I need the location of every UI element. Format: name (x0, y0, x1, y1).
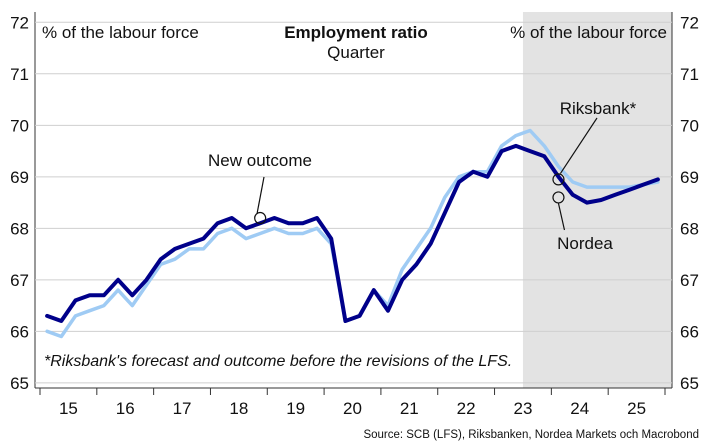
y-tick-label-left: 71 (10, 65, 29, 84)
y-tick-label-left: 66 (10, 322, 29, 341)
y-tick-label-right: 66 (680, 322, 699, 341)
y-tick-label-right: 71 (680, 65, 699, 84)
x-tick-label: 15 (59, 399, 78, 418)
x-axis: 15 16 17 18 19 20 21 22 23 24 25 (39, 388, 666, 418)
y-tick-label-left: 72 (10, 13, 29, 32)
y-axis-right: 65 66 67 68 69 70 71 72 (680, 13, 699, 393)
series-lines (45, 128, 660, 339)
new-outcome-marker (254, 211, 267, 225)
x-tick-label: 16 (116, 399, 135, 418)
x-tick-label: 22 (457, 399, 476, 418)
annotations: New outcome Riksbank* Nordea (208, 99, 637, 253)
nordea-label: Nordea (557, 234, 613, 253)
y-axis-left-label: % of the labour force (42, 23, 199, 42)
y-tick-label-right: 72 (680, 13, 699, 32)
y-tick-label-left: 65 (10, 374, 29, 393)
riksbank-leader (559, 117, 598, 174)
y-axis-right-label: % of the labour force (510, 23, 667, 42)
series-line-nordea (45, 143, 660, 323)
y-tick-label-right: 65 (680, 374, 699, 393)
y-tick-label-left: 68 (10, 219, 29, 238)
x-tick-label: 19 (286, 399, 305, 418)
y-axis-left: 65 66 67 68 69 70 71 72 (10, 13, 29, 393)
nordea-leader (557, 203, 566, 231)
riksbank-marker (552, 173, 565, 186)
chart-subtitle: Quarter (327, 43, 385, 62)
nordea-marker (552, 191, 565, 204)
x-tick-label: 17 (173, 399, 192, 418)
chart-title: Employment ratio (284, 23, 428, 42)
x-tick-label: 20 (343, 399, 362, 418)
riksbank-label: Riksbank* (560, 99, 637, 118)
x-tick-label: 24 (570, 399, 589, 418)
y-tick-label-left: 67 (10, 271, 29, 290)
y-tick-label-right: 67 (680, 271, 699, 290)
new-outcome-leader (256, 176, 265, 214)
y-tick-label-left: 69 (10, 168, 29, 187)
y-tick-label-left: 70 (10, 116, 29, 135)
x-tick-label: 21 (400, 399, 419, 418)
y-tick-label-right: 69 (680, 168, 699, 187)
grid-lines (34, 12, 673, 389)
y-tick-label-right: 70 (680, 116, 699, 135)
new-outcome-label: New outcome (208, 151, 312, 170)
footnote: *Riksbank's forecast and outcome before … (44, 353, 512, 370)
x-tick-label: 18 (229, 399, 248, 418)
y-tick-label-right: 68 (680, 219, 699, 238)
x-tick-label: 25 (627, 399, 646, 418)
x-tick-label: 23 (513, 399, 532, 418)
source-note: Source: SCB (LFS), Riksbanken, Nordea Ma… (363, 429, 699, 441)
